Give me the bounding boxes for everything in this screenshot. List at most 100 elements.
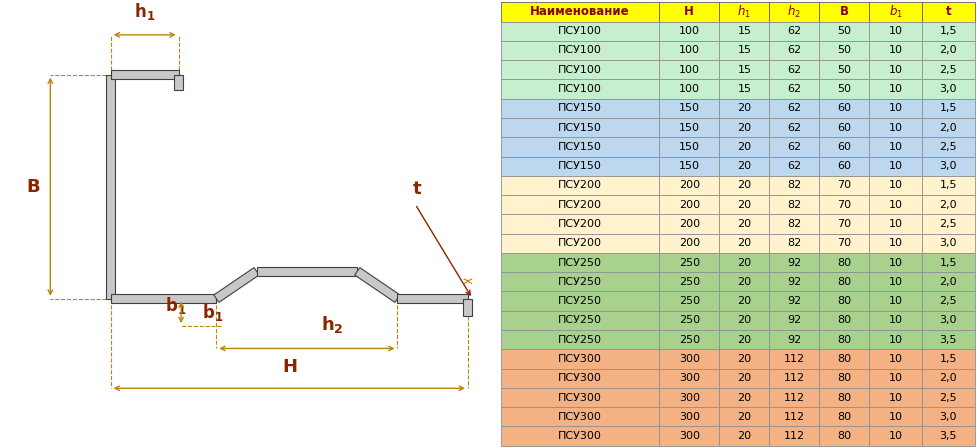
Text: 10: 10 bbox=[889, 238, 903, 248]
Bar bbox=[922, 195, 975, 214]
Bar bbox=[820, 195, 870, 214]
Bar bbox=[770, 156, 820, 176]
Text: $\mathbf{b_1}$: $\mathbf{b_1}$ bbox=[165, 295, 187, 316]
Bar bbox=[870, 118, 922, 137]
Text: 20: 20 bbox=[738, 142, 751, 152]
Text: 80: 80 bbox=[837, 412, 851, 422]
Bar bbox=[870, 41, 922, 60]
Text: 150: 150 bbox=[679, 123, 700, 133]
Text: 3,0: 3,0 bbox=[940, 315, 957, 325]
Bar bbox=[922, 156, 975, 176]
Bar bbox=[922, 407, 975, 426]
Bar bbox=[820, 176, 870, 195]
Text: ПСУ100: ПСУ100 bbox=[558, 45, 602, 56]
Text: 20: 20 bbox=[738, 335, 751, 345]
Text: 62: 62 bbox=[787, 84, 801, 94]
Text: 92: 92 bbox=[787, 277, 801, 287]
Text: ПСУ100: ПСУ100 bbox=[558, 84, 602, 94]
Text: 70: 70 bbox=[837, 219, 851, 229]
Text: Наименование: Наименование bbox=[531, 5, 630, 18]
Text: $\mathbf{b_1}$: $\mathbf{b_1}$ bbox=[202, 302, 224, 323]
Text: 15: 15 bbox=[738, 84, 751, 94]
Text: 200: 200 bbox=[679, 181, 700, 190]
Text: 250: 250 bbox=[679, 277, 700, 287]
Text: 2,5: 2,5 bbox=[940, 219, 957, 229]
Text: 20: 20 bbox=[738, 277, 751, 287]
Text: 20: 20 bbox=[738, 258, 751, 267]
Text: 20: 20 bbox=[738, 392, 751, 403]
Text: 2,0: 2,0 bbox=[940, 123, 957, 133]
Text: 50: 50 bbox=[837, 84, 851, 94]
Bar bbox=[719, 388, 770, 407]
Text: $\mathbf{H}$: $\mathbf{H}$ bbox=[281, 358, 297, 376]
Bar bbox=[719, 407, 770, 426]
Text: 3,5: 3,5 bbox=[940, 431, 957, 441]
Bar bbox=[770, 388, 820, 407]
Text: ПСУ250: ПСУ250 bbox=[558, 315, 602, 325]
Bar bbox=[870, 195, 922, 214]
Bar bbox=[922, 426, 975, 446]
Text: 10: 10 bbox=[889, 103, 903, 113]
Text: 250: 250 bbox=[679, 315, 700, 325]
Bar bbox=[922, 272, 975, 292]
Bar bbox=[922, 330, 975, 349]
Bar bbox=[501, 292, 658, 311]
Bar bbox=[870, 349, 922, 369]
Text: 10: 10 bbox=[889, 431, 903, 441]
Bar bbox=[658, 388, 719, 407]
Bar bbox=[770, 79, 820, 99]
Bar bbox=[820, 60, 870, 79]
Text: 62: 62 bbox=[787, 26, 801, 36]
Text: 80: 80 bbox=[837, 373, 851, 383]
Text: 20: 20 bbox=[738, 123, 751, 133]
Text: 1,5: 1,5 bbox=[940, 26, 957, 36]
Text: 2,0: 2,0 bbox=[940, 200, 957, 210]
Bar bbox=[719, 349, 770, 369]
Bar bbox=[719, 137, 770, 156]
Bar bbox=[501, 407, 658, 426]
Text: 15: 15 bbox=[738, 45, 751, 56]
Text: 150: 150 bbox=[679, 142, 700, 152]
Bar bbox=[719, 272, 770, 292]
Text: ПСУ150: ПСУ150 bbox=[558, 161, 602, 171]
Bar bbox=[870, 292, 922, 311]
Text: 80: 80 bbox=[837, 392, 851, 403]
Text: 80: 80 bbox=[837, 258, 851, 267]
Text: 50: 50 bbox=[837, 26, 851, 36]
Bar bbox=[922, 118, 975, 137]
Text: 250: 250 bbox=[679, 335, 700, 345]
Bar bbox=[770, 426, 820, 446]
Polygon shape bbox=[398, 294, 468, 303]
Text: 150: 150 bbox=[679, 161, 700, 171]
Bar bbox=[922, 176, 975, 195]
Text: 300: 300 bbox=[679, 412, 700, 422]
Text: 10: 10 bbox=[889, 219, 903, 229]
Text: 300: 300 bbox=[679, 354, 700, 364]
Text: B: B bbox=[840, 5, 849, 18]
Bar bbox=[658, 349, 719, 369]
Bar bbox=[501, 176, 658, 195]
Text: 70: 70 bbox=[837, 238, 851, 248]
Bar bbox=[820, 41, 870, 60]
Bar bbox=[719, 156, 770, 176]
Text: 150: 150 bbox=[679, 103, 700, 113]
Text: 10: 10 bbox=[889, 84, 903, 94]
Bar bbox=[870, 214, 922, 234]
Bar bbox=[820, 234, 870, 253]
Bar bbox=[658, 22, 719, 41]
Bar bbox=[501, 388, 658, 407]
Text: 10: 10 bbox=[889, 335, 903, 345]
Text: 70: 70 bbox=[837, 181, 851, 190]
Bar bbox=[770, 311, 820, 330]
Bar bbox=[658, 311, 719, 330]
Text: $b_1$: $b_1$ bbox=[889, 4, 903, 20]
Polygon shape bbox=[463, 299, 473, 316]
Bar bbox=[870, 99, 922, 118]
Text: 3,5: 3,5 bbox=[940, 335, 957, 345]
Text: 112: 112 bbox=[784, 354, 805, 364]
Bar bbox=[820, 99, 870, 118]
Bar bbox=[922, 22, 975, 41]
Text: 1,5: 1,5 bbox=[940, 181, 957, 190]
Text: 10: 10 bbox=[889, 45, 903, 56]
Bar bbox=[922, 388, 975, 407]
